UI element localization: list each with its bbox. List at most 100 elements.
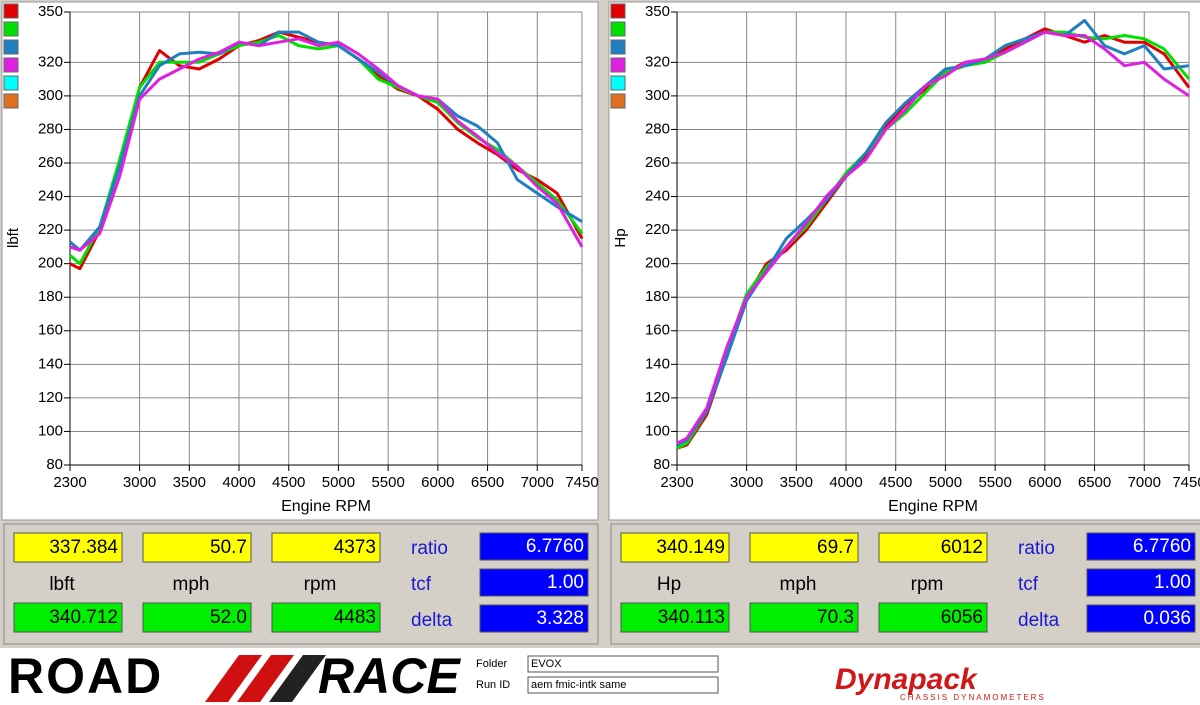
value-box xyxy=(13,532,123,563)
value-box xyxy=(878,532,988,563)
y-tick-label: 140 xyxy=(38,355,63,372)
readout-value: 4373 xyxy=(334,537,376,558)
readout-value: 3.328 xyxy=(536,608,584,629)
y-tick-label: 180 xyxy=(645,288,670,305)
brand: Dynapack xyxy=(835,663,978,696)
side-label: ratio xyxy=(411,538,448,559)
readout-value: 0.036 xyxy=(1143,608,1191,629)
x-tick-label: 4500 xyxy=(879,474,912,491)
series-line xyxy=(676,30,1190,445)
x-tick-label: 6500 xyxy=(471,474,504,491)
y-tick-label: 280 xyxy=(645,120,670,137)
readout-label: mph xyxy=(173,574,210,595)
x-tick-label: 7000 xyxy=(521,474,554,491)
value-box xyxy=(271,532,381,563)
value-box xyxy=(1086,532,1196,561)
readout-value: 4483 xyxy=(334,607,376,628)
field xyxy=(527,655,719,673)
y-tick-label: 320 xyxy=(645,53,670,70)
field xyxy=(527,676,719,694)
x-tick-label: 3000 xyxy=(730,474,763,491)
readout-value: 6012 xyxy=(941,537,983,558)
value-box xyxy=(1086,604,1196,633)
y-tick-label: 120 xyxy=(38,389,63,406)
field-value: EVOX xyxy=(531,658,562,670)
x-tick-label: 6000 xyxy=(1028,474,1061,491)
legend-swatch xyxy=(3,57,19,73)
value-box xyxy=(271,602,381,633)
y-tick-label: 220 xyxy=(645,221,670,238)
x-tick-label: 7450 xyxy=(1172,474,1200,491)
x-tick-label: 3500 xyxy=(173,474,206,491)
legend-swatch xyxy=(610,3,626,19)
value-box xyxy=(620,532,730,563)
y-axis-label: Hp xyxy=(612,228,629,247)
legend-swatch xyxy=(610,39,626,55)
readout-value: 52.0 xyxy=(210,607,247,628)
x-tick-label: 6500 xyxy=(1078,474,1111,491)
field-label: Run ID xyxy=(476,679,510,691)
y-tick-label: 100 xyxy=(645,422,670,439)
y-tick-label: 80 xyxy=(46,456,63,473)
y-tick-label: 260 xyxy=(38,154,63,171)
y-tick-label: 240 xyxy=(645,188,670,205)
readout-value: 1.00 xyxy=(547,572,584,593)
value-box xyxy=(142,532,252,563)
readout-value: 6056 xyxy=(941,607,983,628)
logo-left: ROAD xyxy=(8,648,163,704)
x-tick-label: 4500 xyxy=(272,474,305,491)
y-tick-label: 160 xyxy=(645,322,670,339)
x-tick-label: 5500 xyxy=(978,474,1011,491)
logo-slash xyxy=(205,655,262,702)
side-label: delta xyxy=(411,610,453,631)
y-tick-label: 200 xyxy=(645,255,670,272)
chart-panel xyxy=(1,1,599,521)
y-tick-label: 120 xyxy=(645,389,670,406)
side-label: ratio xyxy=(1018,538,1055,559)
series-line xyxy=(69,37,584,252)
y-tick-label: 350 xyxy=(645,3,670,20)
side-label: tcf xyxy=(1018,574,1039,595)
value-box xyxy=(749,602,859,633)
legend-swatch xyxy=(610,75,626,91)
y-tick-label: 280 xyxy=(38,120,63,137)
value-box xyxy=(620,602,730,633)
legend-swatch xyxy=(610,57,626,73)
readout-value: 1.00 xyxy=(1154,572,1191,593)
readout-value: 6.7760 xyxy=(1133,536,1191,557)
x-tick-label: 7450 xyxy=(565,474,598,491)
value-box xyxy=(749,532,859,563)
x-tick-label: 4000 xyxy=(222,474,255,491)
value-box xyxy=(142,602,252,633)
readout-value: 340.712 xyxy=(49,607,118,628)
value-box xyxy=(13,602,123,633)
x-axis-label: Engine RPM xyxy=(281,498,371,515)
x-tick-label: 3000 xyxy=(123,474,156,491)
legend-swatch xyxy=(610,93,626,109)
readout-value: 69.7 xyxy=(817,537,854,558)
y-tick-label: 160 xyxy=(38,322,63,339)
y-tick-label: 320 xyxy=(38,53,63,70)
readout-value: 340.113 xyxy=(658,607,725,628)
value-box xyxy=(479,568,589,597)
x-tick-label: 3500 xyxy=(780,474,813,491)
y-tick-label: 300 xyxy=(645,87,670,104)
y-tick-label: 180 xyxy=(38,288,63,305)
field-label: Folder xyxy=(476,658,508,670)
brand-sub: CHASSIS DYNAMOMETERS xyxy=(900,693,1046,702)
value-box xyxy=(1086,568,1196,597)
series-line xyxy=(69,30,583,252)
readout-label: lbft xyxy=(49,574,75,595)
logo-slash xyxy=(237,655,294,702)
x-tick-label: 2300 xyxy=(53,474,86,491)
readout-value: 50.7 xyxy=(210,537,247,558)
value-box xyxy=(479,604,589,633)
chart-panel xyxy=(608,1,1200,521)
y-tick-label: 260 xyxy=(645,154,670,171)
logo-right: RACE xyxy=(318,648,461,704)
side-label: tcf xyxy=(411,574,432,595)
x-tick-label: 2300 xyxy=(660,474,693,491)
x-axis-label: Engine RPM xyxy=(888,498,978,515)
readout-value: 70.3 xyxy=(817,607,854,628)
